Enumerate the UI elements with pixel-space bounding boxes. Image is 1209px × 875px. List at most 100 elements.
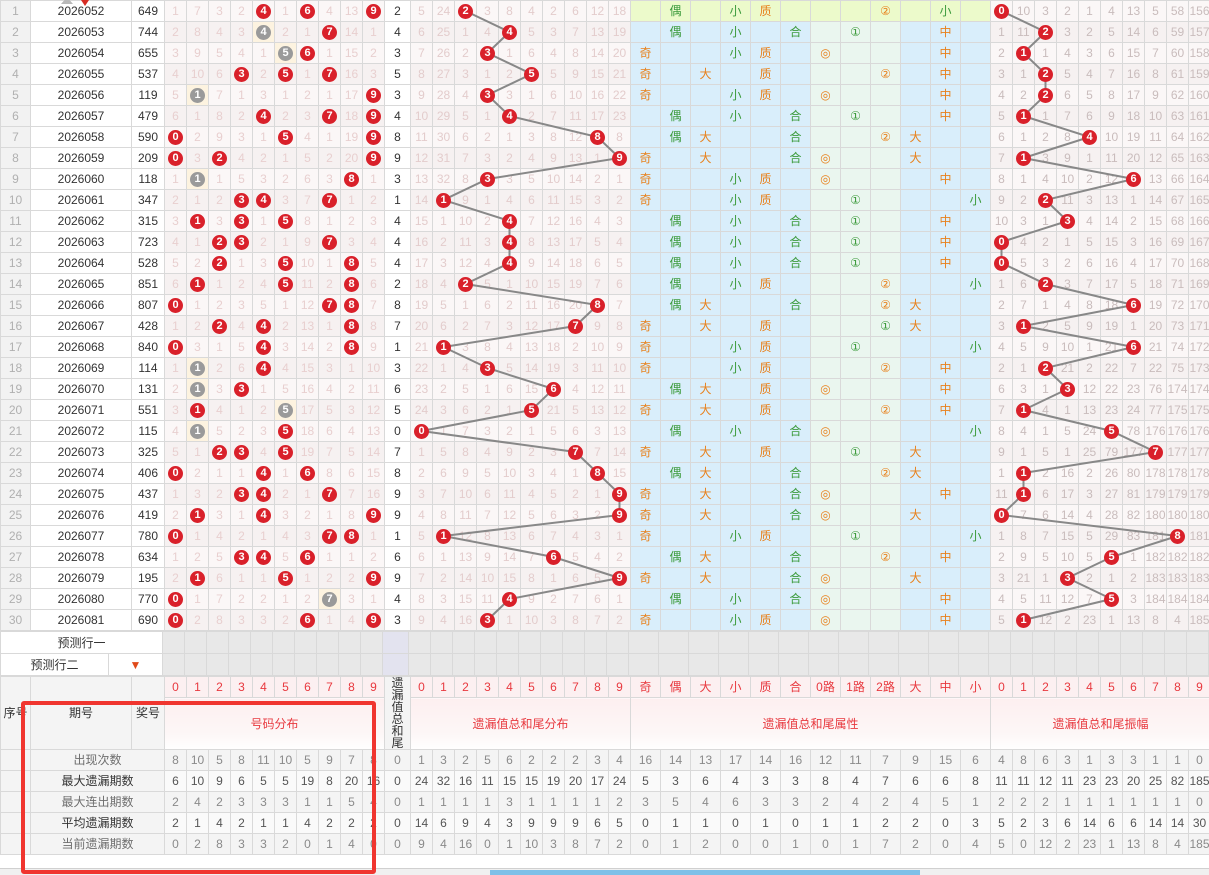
attribute-cell[interactable]: [690, 525, 721, 547]
number-cell[interactable]: 5: [208, 42, 231, 64]
attribute-cell[interactable]: [960, 294, 991, 316]
number-cell[interactable]: 5: [274, 42, 297, 64]
attribute-cell[interactable]: [960, 210, 991, 232]
tail-dist-cell[interactable]: 1: [498, 126, 521, 148]
prediction-row-1[interactable]: 预测行一: [0, 631, 1209, 654]
tail-dist-cell[interactable]: 10: [454, 210, 477, 232]
prediction-cell[interactable]: [838, 631, 869, 654]
attribute-cell[interactable]: 奇: [630, 147, 661, 169]
tail-amp-cell[interactable]: 2: [1056, 609, 1079, 631]
number-cell[interactable]: 2: [296, 84, 319, 106]
tail-dist-cell[interactable]: 12: [608, 399, 631, 421]
number-cell[interactable]: 2: [252, 63, 275, 85]
attribute-cell[interactable]: [840, 0, 871, 22]
attribute-cell[interactable]: 偶: [660, 378, 691, 400]
attribute-cell[interactable]: [660, 399, 691, 421]
prediction-row-2[interactable]: 预测行二 ▼: [0, 653, 1209, 676]
tail-dist-cell[interactable]: 8: [410, 63, 433, 85]
attribute-cell[interactable]: 中: [930, 399, 961, 421]
tail-dist-cell[interactable]: 2: [432, 567, 455, 589]
number-cell[interactable]: 9: [362, 147, 385, 169]
tail-amp-cell[interactable]: 175: [1188, 399, 1209, 421]
attribute-cell[interactable]: ②: [870, 294, 901, 316]
tail-amp-cell[interactable]: 6: [1122, 168, 1145, 190]
attribute-cell[interactable]: [660, 441, 691, 463]
tail-amp-cell[interactable]: 1: [990, 21, 1013, 43]
tail-amp-cell[interactable]: 3: [1034, 252, 1057, 274]
number-cell[interactable]: 1: [208, 462, 231, 484]
tail-dist-cell[interactable]: 2: [520, 441, 543, 463]
attribute-cell[interactable]: [630, 105, 661, 127]
tail-amp-cell[interactable]: 64: [1166, 126, 1189, 148]
attribute-cell[interactable]: 中: [930, 378, 961, 400]
number-cell[interactable]: 1: [230, 567, 253, 589]
tail-amp-cell[interactable]: 8: [1144, 63, 1167, 85]
tail-amp-cell[interactable]: 3: [990, 567, 1013, 589]
tail-dist-cell[interactable]: 2: [608, 189, 631, 211]
attribute-cell[interactable]: [870, 609, 901, 631]
tail-amp-cell[interactable]: 7: [1034, 525, 1057, 547]
number-cell[interactable]: 2: [252, 588, 275, 610]
attribute-cell[interactable]: 大: [690, 399, 721, 421]
number-cell[interactable]: 1: [362, 588, 385, 610]
tail-dist-cell[interactable]: 11: [608, 378, 631, 400]
tail-dist-cell[interactable]: 2: [586, 168, 609, 190]
tail-amp-cell[interactable]: 2: [1034, 273, 1057, 295]
attribute-cell[interactable]: ①: [840, 252, 871, 274]
tail-dist-cell[interactable]: 20: [608, 42, 631, 64]
attribute-cell[interactable]: ②: [870, 63, 901, 85]
prediction-cell[interactable]: [1142, 653, 1165, 676]
tail-dist-cell[interactable]: 13: [608, 420, 631, 442]
tail-dist-cell[interactable]: 4: [586, 546, 609, 568]
footer-digit-header[interactable]: 3: [230, 676, 253, 698]
attribute-cell[interactable]: 小: [960, 525, 991, 547]
tail-amp-cell[interactable]: 24: [1078, 420, 1101, 442]
tail-amp-cell[interactable]: 159: [1188, 63, 1209, 85]
tail-amp-cell[interactable]: 176: [1188, 420, 1209, 442]
attribute-cell[interactable]: 大: [690, 63, 721, 85]
tail-amp-cell[interactable]: 4: [1056, 42, 1079, 64]
number-cell[interactable]: 5: [208, 420, 231, 442]
tail-amp-cell[interactable]: 1: [1012, 441, 1035, 463]
prediction-cell[interactable]: [562, 653, 585, 676]
tail-amp-cell[interactable]: 5: [990, 609, 1013, 631]
number-cell[interactable]: 3: [164, 399, 187, 421]
attribute-cell[interactable]: ②: [870, 126, 901, 148]
tail-dist-cell[interactable]: 7: [520, 210, 543, 232]
attribute-cell[interactable]: [630, 210, 661, 232]
tail-amp-cell[interactable]: 3: [990, 63, 1013, 85]
attribute-cell[interactable]: [870, 189, 901, 211]
number-cell[interactable]: 5: [274, 273, 297, 295]
attribute-cell[interactable]: [750, 420, 781, 442]
prediction-sum-cell[interactable]: [382, 631, 409, 654]
table-row[interactable]: 29 2026080 770 0 1 7 2 2 1 2 7 3 1 4 8 3 15 11 4 9 2 7 6 1 偶小合 ◎ 中…: [0, 588, 1209, 610]
attribute-cell[interactable]: 小: [720, 189, 751, 211]
tail-amp-cell[interactable]: 9: [1012, 546, 1035, 568]
tail-dist-cell[interactable]: 8: [542, 126, 565, 148]
tail-dist-cell[interactable]: 3: [454, 336, 477, 358]
attribute-cell[interactable]: 质: [750, 609, 781, 631]
tail-dist-cell[interactable]: 14: [608, 441, 631, 463]
attribute-cell[interactable]: [870, 84, 901, 106]
tail-amp-cell[interactable]: 4: [990, 84, 1013, 106]
attribute-cell[interactable]: [840, 273, 871, 295]
prediction-cell[interactable]: [452, 653, 475, 676]
tail-dist-cell[interactable]: 3: [498, 84, 521, 106]
attribute-cell[interactable]: [720, 378, 751, 400]
number-cell[interactable]: 2: [208, 252, 231, 274]
tail-amp-cell[interactable]: 5: [990, 105, 1013, 127]
attribute-cell[interactable]: [750, 126, 781, 148]
tail-dist-cell[interactable]: 13: [542, 231, 565, 253]
number-cell[interactable]: 3: [252, 84, 275, 106]
tail-amp-cell[interactable]: 178: [1188, 462, 1209, 484]
footer-digit-header[interactable]: 9: [362, 676, 385, 698]
attribute-cell[interactable]: 中: [930, 63, 961, 85]
number-cell[interactable]: 2: [208, 357, 231, 379]
tail-dist-cell[interactable]: 19: [410, 294, 433, 316]
tail-dist-cell[interactable]: 9: [542, 147, 565, 169]
number-cell[interactable]: 6: [296, 546, 319, 568]
number-cell[interactable]: 1: [230, 84, 253, 106]
attribute-cell[interactable]: ◎: [810, 147, 841, 169]
number-cell[interactable]: 16: [362, 483, 385, 505]
number-cell[interactable]: 1: [252, 126, 275, 148]
